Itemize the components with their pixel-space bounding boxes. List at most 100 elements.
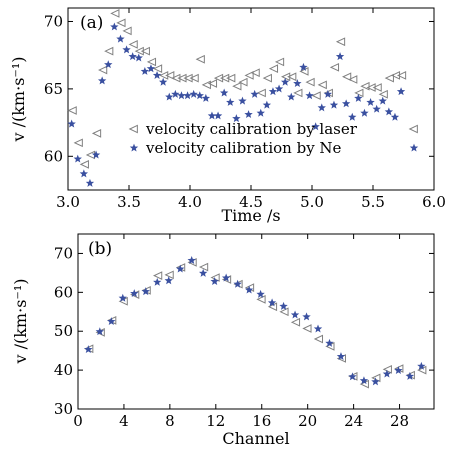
data-point-laser xyxy=(85,150,96,160)
data-point-ne xyxy=(85,178,95,187)
data-point-ne xyxy=(118,293,127,302)
data-point-laser xyxy=(165,71,175,80)
data-point-laser xyxy=(390,71,401,80)
data-point-ne xyxy=(268,87,278,96)
y-tick-label: 70 xyxy=(44,12,63,30)
data-point-ne xyxy=(177,91,186,100)
data-point-ne xyxy=(378,96,387,105)
data-point-laser xyxy=(317,80,327,90)
data-point-laser xyxy=(279,307,289,317)
series-laser xyxy=(84,258,427,389)
data-point-ne xyxy=(238,96,247,105)
data-point-ne xyxy=(366,97,375,106)
data-point-ne xyxy=(341,99,351,108)
data-point-ne xyxy=(394,366,403,375)
data-point-ne xyxy=(226,97,235,106)
data-point-ne xyxy=(141,287,150,296)
data-point-ne xyxy=(348,112,357,121)
data-point-ne xyxy=(390,112,400,121)
data-point-ne xyxy=(73,154,82,163)
data-point-ne xyxy=(165,92,174,101)
data-point-ne xyxy=(250,89,259,98)
data-point-ne xyxy=(371,377,380,386)
data-point-laser xyxy=(244,71,254,80)
data-point-ne xyxy=(299,62,308,71)
y-axis-label-b: v /(km·s⁻¹) xyxy=(11,278,30,364)
series-laser xyxy=(67,9,407,169)
data-point-ne xyxy=(233,279,242,288)
data-point-ne xyxy=(405,371,415,380)
data-point-ne xyxy=(198,268,208,277)
data-point-ne xyxy=(317,103,326,112)
data-point-ne xyxy=(97,76,107,85)
x-tick-label: 5.0 xyxy=(300,193,324,211)
data-point-laser xyxy=(281,72,291,82)
data-point-ne xyxy=(256,108,265,117)
data-point-ne xyxy=(280,77,290,86)
data-point-laser xyxy=(311,91,321,100)
data-point-laser xyxy=(384,73,394,83)
x-tick-label: 28 xyxy=(390,412,409,430)
x-tick-label: 5.5 xyxy=(361,193,385,211)
data-point-laser xyxy=(378,89,388,99)
data-point-ne xyxy=(183,91,192,100)
data-point-laser xyxy=(189,73,199,83)
data-point-laser xyxy=(198,262,209,272)
data-point-laser xyxy=(342,72,352,82)
data-point-ne xyxy=(325,338,334,347)
data-points-a xyxy=(67,9,407,187)
data-point-laser xyxy=(313,334,324,344)
data-point-laser xyxy=(128,40,138,49)
data-point-laser xyxy=(183,73,193,83)
data-point-laser xyxy=(104,46,114,56)
data-point-laser xyxy=(122,26,132,36)
x-axis-label-b: Channel xyxy=(222,429,289,448)
data-point-ne xyxy=(348,372,357,381)
data-point-ne xyxy=(232,114,241,123)
data-point-laser xyxy=(274,57,285,67)
plot-frame-b xyxy=(77,233,435,410)
data-point-laser xyxy=(382,364,392,374)
data-point-ne xyxy=(267,298,277,307)
data-point-laser xyxy=(164,270,174,280)
data-point-laser xyxy=(67,106,77,115)
data-point-ne xyxy=(67,119,76,128)
data-point-ne xyxy=(335,52,345,61)
x-tick-label: 6.0 xyxy=(422,193,446,211)
data-point-laser xyxy=(73,138,83,148)
data-point-ne xyxy=(171,89,180,98)
plot-frame-a xyxy=(67,7,435,191)
panel-label-a: (a) xyxy=(80,13,103,33)
data-points-b xyxy=(84,256,427,389)
data-point-ne xyxy=(176,264,185,273)
data-point-ne xyxy=(329,100,339,109)
data-point-ne xyxy=(213,111,223,120)
data-point-laser xyxy=(256,294,266,304)
data-point-ne xyxy=(244,285,254,294)
data-point-ne xyxy=(189,89,198,98)
data-point-ne xyxy=(417,361,426,370)
data-point-laser xyxy=(171,73,181,83)
data-point-laser xyxy=(360,81,370,91)
data-point-laser xyxy=(152,64,163,74)
data-point-laser xyxy=(177,73,187,83)
data-point-ne xyxy=(221,273,231,282)
data-point-ne xyxy=(279,301,288,310)
x-axis-label-a: Time /s xyxy=(221,206,280,225)
data-point-laser xyxy=(305,77,315,87)
data-point-laser xyxy=(226,73,236,83)
data-point-ne xyxy=(130,289,139,298)
data-point-ne xyxy=(84,345,93,354)
x-tick-label: 4 xyxy=(119,412,129,430)
legend-label-laser: velocity calibration by laser xyxy=(145,120,358,138)
data-point-ne xyxy=(290,310,300,319)
data-point-ne xyxy=(134,53,143,62)
data-point-laser xyxy=(262,73,272,83)
x-tick-label: 4.5 xyxy=(239,193,263,211)
x-tick-label: 3.5 xyxy=(117,193,141,211)
data-point-laser xyxy=(98,65,108,75)
data-point-ne xyxy=(359,376,369,385)
data-point-ne xyxy=(274,84,284,93)
data-point-laser xyxy=(293,88,303,98)
